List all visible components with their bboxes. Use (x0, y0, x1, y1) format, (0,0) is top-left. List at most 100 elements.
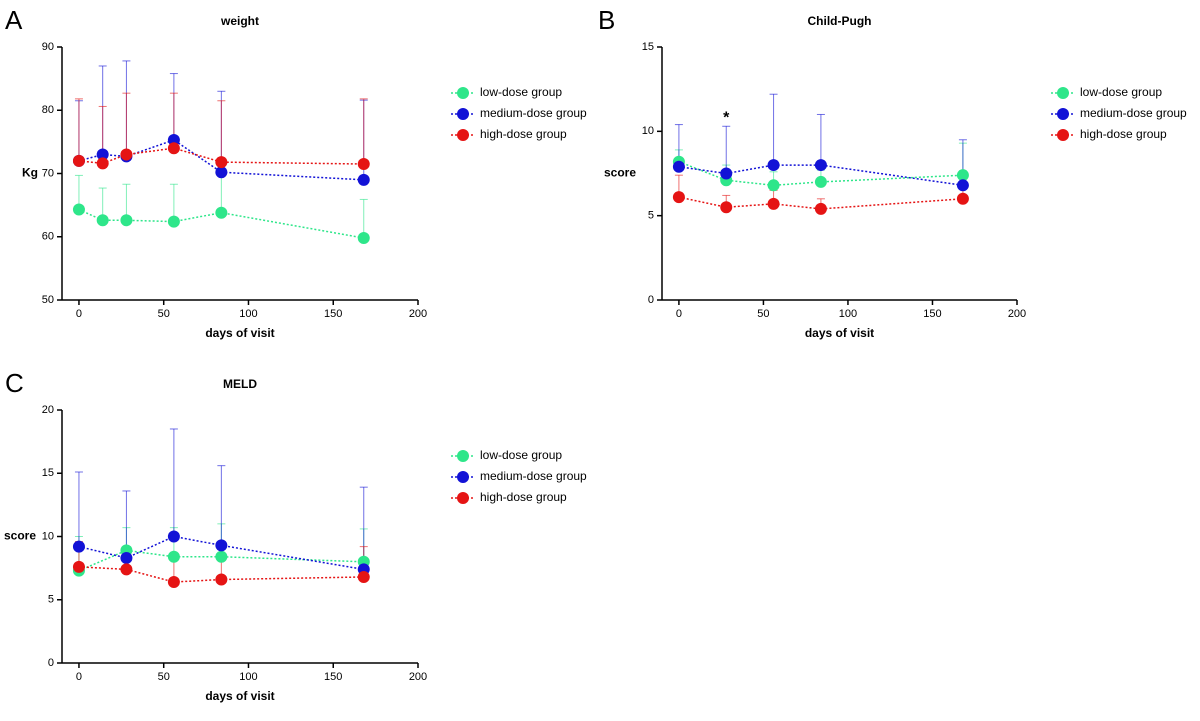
data-point (215, 206, 228, 219)
legend-marker (1057, 87, 1069, 99)
legend-label: low-dose group (480, 448, 562, 462)
data-point (120, 148, 133, 161)
data-point (215, 539, 228, 552)
y-tick-label: 0 (648, 294, 654, 306)
x-tick-label: 100 (239, 308, 257, 320)
data-point (720, 167, 733, 180)
data-point (167, 530, 180, 543)
x-tick-label: 200 (409, 671, 427, 683)
legend-label: medium-dose group (1080, 106, 1187, 120)
data-point (215, 550, 228, 563)
data-point (814, 159, 827, 172)
y-tick-label: 90 (42, 41, 54, 53)
legend-marker (457, 450, 469, 462)
data-point (120, 214, 133, 227)
data-point (167, 133, 180, 146)
x-tick-label: 100 (239, 671, 257, 683)
x-tick-label: 150 (324, 308, 342, 320)
data-point (357, 570, 370, 583)
y-axis-label: Kg (22, 166, 38, 180)
data-point (215, 166, 228, 179)
legend-marker (457, 108, 469, 120)
legend-marker (457, 492, 469, 504)
data-point (956, 179, 969, 192)
x-axis-label: days of visit (805, 326, 874, 340)
legend-marker (457, 87, 469, 99)
data-point (72, 560, 85, 573)
x-tick-label: 0 (676, 308, 682, 320)
y-tick-label: 80 (42, 104, 54, 116)
data-point (96, 214, 109, 227)
legend-marker (457, 129, 469, 141)
annotation: * (723, 109, 730, 126)
data-point (720, 201, 733, 214)
legend-label: medium-dose group (480, 469, 587, 483)
x-tick-label: 150 (324, 671, 342, 683)
data-point (357, 173, 370, 186)
series-line (678, 160, 963, 187)
data-point (814, 175, 827, 188)
series-line (678, 196, 963, 210)
legend-label: medium-dose group (480, 106, 587, 120)
data-point (956, 192, 969, 205)
x-axis-label: days of visit (205, 689, 274, 703)
data-point (814, 202, 827, 215)
y-tick-label: 70 (42, 167, 54, 179)
y-tick-label: 60 (42, 231, 54, 243)
legend-label: low-dose group (1080, 85, 1162, 99)
y-tick-label: 5 (648, 210, 654, 222)
data-point (120, 552, 133, 565)
data-point (120, 563, 133, 576)
chart-title: weight (220, 14, 259, 28)
x-tick-label: 0 (76, 671, 82, 683)
data-point (96, 157, 109, 170)
y-tick-label: 20 (42, 404, 54, 416)
legend-label: high-dose group (1080, 127, 1167, 141)
data-point (215, 156, 228, 169)
panel-label: B (598, 5, 615, 35)
chart-title: MELD (223, 377, 257, 391)
legend-marker (1057, 108, 1069, 120)
legend-label: low-dose group (480, 85, 562, 99)
x-tick-label: 100 (839, 308, 857, 320)
y-tick-label: 5 (48, 594, 54, 606)
x-tick-label: 50 (158, 671, 170, 683)
y-tick-label: 50 (42, 294, 54, 306)
series-line (78, 147, 364, 165)
data-point (167, 576, 180, 589)
legend-marker (1057, 129, 1069, 141)
data-point (167, 550, 180, 563)
y-tick-label: 10 (42, 530, 54, 542)
data-point (167, 215, 180, 228)
y-tick-label: 10 (642, 125, 654, 137)
data-point (767, 197, 780, 210)
panel-label: A (5, 5, 23, 35)
y-axis-label: score (604, 166, 636, 180)
data-point (72, 203, 85, 216)
data-point (956, 169, 969, 182)
legend-marker (457, 471, 469, 483)
legend-label: high-dose group (480, 490, 567, 504)
x-tick-label: 200 (1008, 308, 1026, 320)
legend-label: high-dose group (480, 127, 567, 141)
data-point (672, 160, 685, 173)
data-point (767, 159, 780, 172)
x-axis-label: days of visit (205, 326, 274, 340)
data-point (72, 540, 85, 553)
data-point (96, 148, 109, 161)
data-point (672, 191, 685, 204)
x-tick-label: 150 (923, 308, 941, 320)
data-point (72, 154, 85, 167)
x-tick-label: 50 (757, 308, 769, 320)
y-tick-label: 0 (48, 657, 54, 669)
chart-title: Child-Pugh (808, 14, 872, 28)
data-point (167, 142, 180, 155)
data-point (767, 179, 780, 192)
x-tick-label: 50 (158, 308, 170, 320)
y-tick-label: 15 (642, 41, 654, 53)
panel-label: C (5, 368, 24, 398)
x-tick-label: 0 (76, 308, 82, 320)
y-tick-label: 15 (42, 467, 54, 479)
y-axis-label: score (4, 529, 36, 543)
